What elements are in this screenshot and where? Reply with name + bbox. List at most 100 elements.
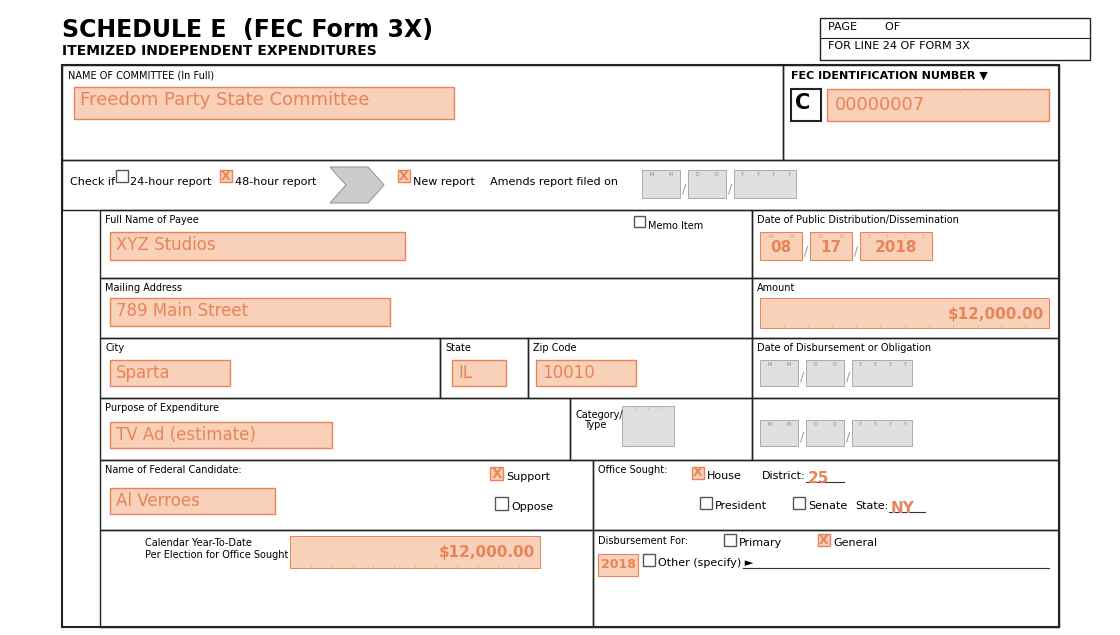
Text: /: / <box>804 244 809 257</box>
Text: Y: Y <box>858 362 861 367</box>
Text: D: D <box>715 172 718 177</box>
Text: D: D <box>840 234 843 239</box>
Bar <box>692 467 704 479</box>
Text: 2018: 2018 <box>601 558 636 571</box>
Bar <box>74 87 454 119</box>
Text: Y: Y <box>872 362 876 367</box>
Text: M: M <box>768 234 773 239</box>
Bar <box>110 422 332 448</box>
Text: 24-hour report: 24-hour report <box>130 177 212 187</box>
Text: D: D <box>696 172 699 177</box>
Text: Y: Y <box>904 234 906 239</box>
Text: Calendar Year-To-Date: Calendar Year-To-Date <box>144 538 252 548</box>
Text: Y: Y <box>903 422 906 427</box>
Bar <box>700 497 712 509</box>
Bar <box>752 398 1060 460</box>
Text: FOR LINE 24 OF FORM 3X: FOR LINE 24 OF FORM 3X <box>828 41 970 51</box>
Bar <box>760 420 797 446</box>
Text: 48-hour report: 48-hour report <box>235 177 316 187</box>
Text: 17: 17 <box>821 239 841 255</box>
Text: Y: Y <box>740 172 744 177</box>
Bar <box>827 89 1049 121</box>
Bar <box>852 360 912 386</box>
Bar <box>116 170 128 182</box>
Bar <box>622 406 674 446</box>
Text: Per Election for Office Sought: Per Election for Office Sought <box>144 550 288 560</box>
Bar <box>793 497 805 509</box>
Text: Y: Y <box>888 422 892 427</box>
Bar <box>634 216 645 227</box>
Bar <box>100 210 752 278</box>
Text: Y: Y <box>756 172 758 177</box>
Bar <box>100 460 592 530</box>
Text: Type: Type <box>584 420 606 430</box>
Text: C: C <box>795 93 810 113</box>
Bar <box>852 420 912 446</box>
Bar <box>752 338 1060 398</box>
Text: Other (specify) ►: Other (specify) ► <box>659 558 754 568</box>
Text: Sparta: Sparta <box>116 364 170 382</box>
Text: $12,000.00: $12,000.00 <box>948 307 1044 321</box>
Bar <box>752 278 1060 338</box>
Text: Disbursement For:: Disbursement For: <box>598 536 688 546</box>
Text: ,: , <box>765 326 767 332</box>
Text: SCHEDULE E  (FEC Form 3X): SCHEDULE E (FEC Form 3X) <box>62 18 433 42</box>
Text: 2018: 2018 <box>875 239 917 255</box>
Bar <box>810 232 852 260</box>
Bar <box>110 298 390 326</box>
Text: D: D <box>819 234 822 239</box>
Text: D: D <box>832 422 837 427</box>
Bar <box>110 360 230 386</box>
Bar <box>643 554 655 566</box>
Text: M: M <box>767 362 772 367</box>
Text: Check if: Check if <box>69 177 115 187</box>
Bar <box>100 278 752 338</box>
Text: 08: 08 <box>771 239 792 255</box>
Text: /: / <box>728 182 732 195</box>
Text: ITEMIZED INDEPENDENT EXPENDITURES: ITEMIZED INDEPENDENT EXPENDITURES <box>62 44 376 58</box>
Text: ,: , <box>295 566 297 572</box>
Text: Y: Y <box>858 422 861 427</box>
Text: TV Ad (estimate): TV Ad (estimate) <box>116 426 255 444</box>
Bar <box>783 65 1060 160</box>
Text: M: M <box>790 234 794 239</box>
Text: Y: Y <box>786 172 790 177</box>
Text: Memo Item: Memo Item <box>648 221 703 231</box>
Bar <box>491 467 503 480</box>
Text: Freedom Party State Committee: Freedom Party State Committee <box>80 91 370 109</box>
Text: Y: Y <box>872 422 876 427</box>
Text: /: / <box>853 244 858 257</box>
Text: 10010: 10010 <box>542 364 595 382</box>
Text: State: State <box>445 343 470 353</box>
Text: District:: District: <box>762 471 805 481</box>
Text: Zip Code: Zip Code <box>533 343 577 353</box>
Bar <box>818 534 830 546</box>
Bar <box>760 360 797 386</box>
Text: PAGE        OF: PAGE OF <box>828 22 900 32</box>
Text: Y: Y <box>888 362 892 367</box>
Text: X: X <box>221 170 231 182</box>
Text: Support: Support <box>506 472 550 482</box>
Text: General: General <box>833 538 877 548</box>
Text: M: M <box>767 422 772 427</box>
Bar <box>760 298 1049 328</box>
Text: FEC IDENTIFICATION NUMBER ▼: FEC IDENTIFICATION NUMBER ▼ <box>791 71 988 81</box>
Text: 789 Main Street: 789 Main Street <box>116 302 249 320</box>
Text: D: D <box>832 362 837 367</box>
Text: Y: Y <box>868 234 870 239</box>
Bar <box>62 65 1060 627</box>
Text: Date of Public Distribution/Dissemination: Date of Public Distribution/Disseminatio… <box>757 215 959 225</box>
Text: Purpose of Expenditure: Purpose of Expenditure <box>105 403 220 413</box>
Text: /: / <box>800 371 804 384</box>
Bar <box>598 554 638 576</box>
Text: M: M <box>786 422 791 427</box>
Bar <box>62 160 1060 210</box>
Text: IL: IL <box>458 364 473 382</box>
Bar <box>62 65 783 160</box>
Text: Y: Y <box>922 234 924 239</box>
Text: State:: State: <box>855 501 888 511</box>
Bar <box>398 170 410 182</box>
Bar <box>110 488 276 514</box>
Bar <box>592 460 1060 530</box>
Bar <box>570 398 752 460</box>
